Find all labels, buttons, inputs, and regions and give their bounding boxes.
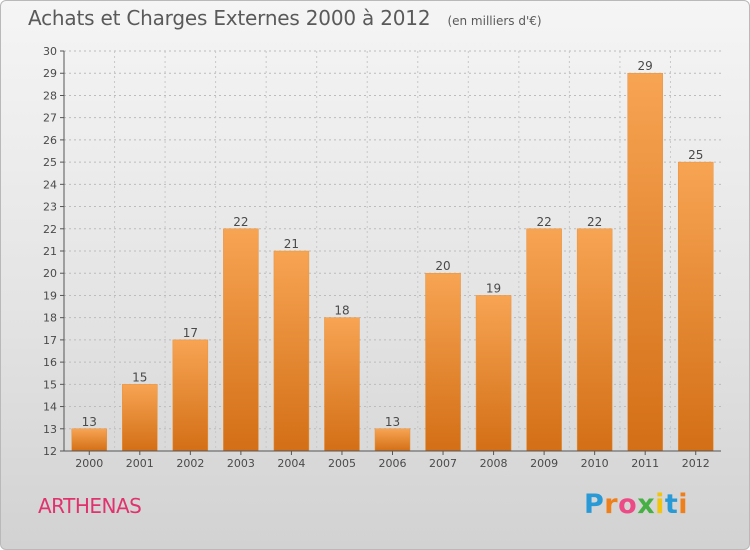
x-tick-label-2006: 2006: [379, 457, 407, 470]
data-label-2011: 29: [638, 59, 653, 73]
x-tick-label-2011: 2011: [631, 457, 659, 470]
bar-2007: [425, 272, 461, 452]
bar-2010: [576, 228, 613, 452]
label-layer: 13 15 17 22 21 18 13 20 19 22 22 29 25: [82, 59, 704, 429]
y-tick-label: 23: [43, 201, 57, 214]
y-tick-label: 12: [43, 445, 57, 458]
data-label-2006: 13: [385, 415, 400, 429]
y-tick-label: 25: [43, 156, 57, 169]
x-tick-label-2001: 2001: [126, 457, 154, 470]
data-label-2000: 13: [82, 415, 97, 429]
data-label-2010: 22: [587, 215, 602, 229]
x-tick-label-2008: 2008: [480, 457, 508, 470]
y-tick-label: 24: [43, 178, 57, 191]
bar-2011: [627, 72, 663, 452]
y-tick-label: 18: [43, 312, 57, 325]
y-tick-label: 21: [43, 245, 57, 258]
data-label-2002: 17: [183, 326, 198, 340]
x-tick-label-2002: 2002: [176, 457, 204, 470]
x-tick-label-2007: 2007: [429, 457, 457, 470]
data-label-2004: 21: [284, 237, 299, 251]
x-tick-label-2003: 2003: [227, 457, 255, 470]
y-tick-label: 16: [43, 356, 57, 369]
bar-2002: [172, 339, 209, 452]
data-label-2012: 25: [688, 148, 703, 162]
title-row: Achats et Charges Externes 2000 à 2012 (…: [28, 6, 542, 30]
axis-layer: 12 13 14 15 16 17 18 19 20 21 22 23 24 25 26 27 28 29 30 20…: [43, 45, 721, 470]
bar-2006: [374, 428, 411, 452]
y-tick-label: 17: [43, 334, 57, 347]
y-tick-label: 22: [43, 223, 57, 236]
y-tick-label: 13: [43, 423, 57, 436]
y-tick-label: 30: [43, 45, 57, 58]
x-tick-label-2005: 2005: [328, 457, 356, 470]
chart-title: Achats et Charges Externes 2000 à 2012: [28, 6, 431, 30]
data-label-2005: 18: [334, 304, 349, 318]
y-tick-label: 28: [43, 89, 57, 102]
x-tick-label-2010: 2010: [581, 457, 609, 470]
y-tick-label: 26: [43, 134, 57, 147]
chart-subtitle: (en milliers d'€): [447, 14, 542, 28]
data-label-2008: 19: [486, 281, 501, 295]
data-label-2009: 22: [536, 215, 551, 229]
commune-name: ARTHENAS: [38, 494, 142, 518]
data-label-2003: 22: [233, 215, 248, 229]
proxiti-logo[interactable]: Proxiti: [584, 489, 689, 520]
bar-2009: [526, 228, 562, 452]
y-tick-label: 29: [43, 67, 57, 80]
y-tick-label: 27: [43, 112, 57, 125]
plot-area: [64, 51, 721, 451]
y-tick-label: 15: [43, 378, 57, 391]
grid-layer: [64, 50, 721, 452]
bar-2004: [273, 250, 310, 452]
bar-2001: [122, 384, 158, 452]
y-tick-label: 20: [43, 267, 57, 280]
bar-2008: [475, 295, 512, 452]
data-label-2007: 20: [435, 259, 450, 273]
bar-layer: [71, 72, 714, 452]
bar-2003: [223, 228, 259, 452]
bar-2005: [324, 317, 360, 452]
bar-2000: [71, 428, 108, 452]
y-tick-label: 14: [43, 401, 57, 414]
y-tick-label: 19: [43, 289, 57, 302]
x-tick-label-2012: 2012: [682, 457, 710, 470]
bar-2012: [677, 161, 714, 452]
x-tick-label-2009: 2009: [530, 457, 558, 470]
data-label-2001: 15: [132, 370, 147, 384]
x-tick-label-2000: 2000: [75, 457, 103, 470]
x-tick-label-2004: 2004: [277, 457, 305, 470]
